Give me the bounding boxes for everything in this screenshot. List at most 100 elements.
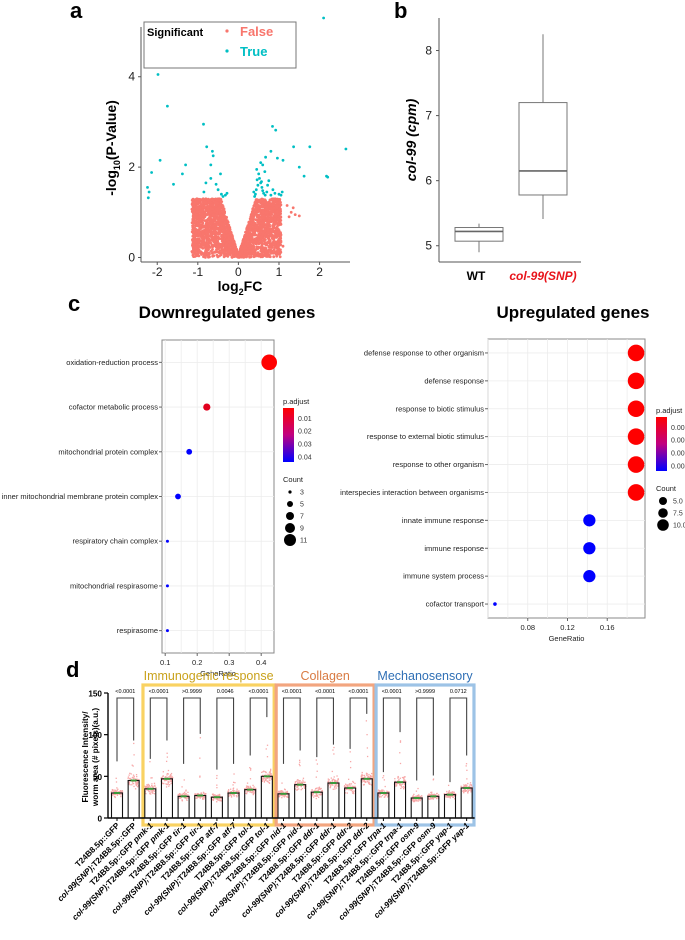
go-term-dot [627,400,645,418]
datapoint [312,792,314,795]
datapoint [447,784,450,787]
datapoint [415,799,418,802]
point-false [256,214,260,218]
datapoint [283,795,285,798]
datapoint [388,791,390,793]
y-axis-title: col-99 (cpm) [403,98,419,181]
point-true [265,190,269,194]
datapoint [177,793,179,796]
datapoint [299,781,301,783]
datapoint [347,778,350,780]
datapoint [379,790,381,792]
datapoint [111,788,114,791]
point-false [211,235,215,239]
point-false [204,230,208,234]
point-false [266,235,270,239]
datapoint [469,782,472,784]
datapoint [163,782,165,785]
datapoint [467,788,469,790]
datapoint [448,791,450,793]
datapoint [397,777,399,779]
point-false [279,212,282,216]
datapoint [166,777,169,779]
significance-bracket: <0.0001 [115,689,135,762]
datapoint [185,790,187,792]
datapoint [427,798,430,800]
datapoint [249,785,251,788]
datapoint [178,792,181,795]
x-tick-label: 0.4 [256,658,266,667]
point-false [220,226,224,230]
point-true [257,172,261,176]
x-tick-label: 0.1 [160,658,170,667]
datapoint [211,799,213,801]
bracket-line [216,697,235,770]
go-term-dot [165,539,169,543]
point-false [193,226,196,230]
point-false [231,254,235,258]
point-false [205,209,208,213]
datapoint [352,780,354,783]
datapoint [403,778,405,780]
datapoint [263,781,266,783]
datapoint [129,777,131,780]
point-false [260,253,264,256]
significance-bracket: >0.9999 [182,689,202,764]
datapoint [230,791,233,793]
datapoint [262,774,264,777]
go-term-dot [165,584,169,588]
datapoint [396,782,398,784]
point-false [217,219,220,223]
datapoint [199,776,201,778]
point-false [248,246,252,250]
point-true [267,179,271,183]
point-false [261,211,265,214]
datapoint [145,786,147,788]
point-true [261,189,265,193]
datapoint [149,793,151,795]
datapoint [278,791,280,793]
datapoint [169,780,172,782]
datapoint [369,776,372,778]
bar [294,784,307,819]
datapoint [382,775,385,777]
datapoint [187,791,189,793]
x-tick-label: 1 [276,265,283,279]
point-false [201,232,205,236]
datapoint [299,761,301,763]
datapoint [179,794,181,797]
datapoint [383,790,385,792]
go-term-dot [627,484,645,501]
datapoint [382,777,384,779]
datapoint [417,787,419,790]
datapoint [196,797,198,799]
datapoint [165,760,168,763]
point-false [214,224,217,228]
datapoint [361,780,363,782]
datapoint [168,776,170,778]
significance-bracket: <0.0001 [348,689,368,749]
datapoint [167,782,169,784]
datapoint [249,787,251,789]
point-true [172,182,175,186]
datapoint [294,782,296,785]
point-false [192,211,196,215]
datapoint [298,782,300,785]
datapoint [335,780,337,783]
point-false [272,206,276,210]
point-true [279,193,283,197]
datapoint [365,774,368,776]
datapoint [294,785,297,787]
point-false [245,232,249,236]
point-true [221,195,225,198]
go-term-dot [583,570,596,583]
datapoint [352,781,355,784]
point-false [196,201,200,205]
datapoint [362,777,364,779]
datapoint [217,794,219,796]
datapoint [132,776,134,778]
x-tick-label: -1 [192,265,203,279]
datapoint [231,793,233,795]
point-false [207,255,210,259]
datapoint [377,789,380,791]
